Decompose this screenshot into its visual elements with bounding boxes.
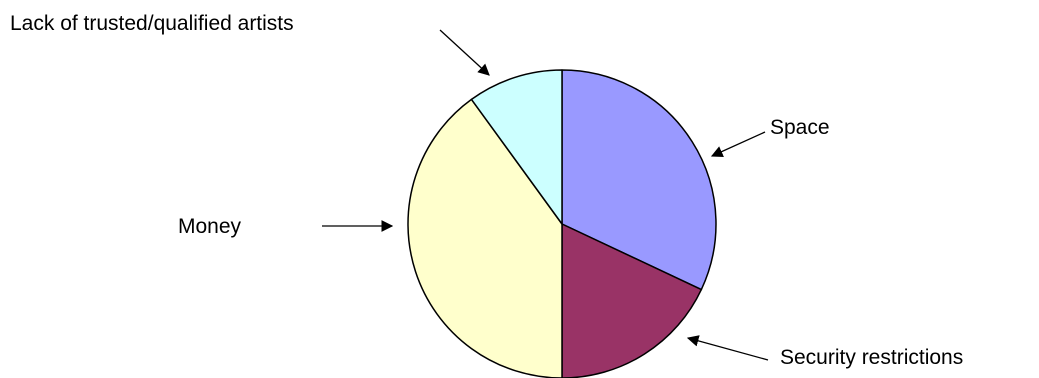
pie-slice-security-restrictions: [561, 223, 703, 378]
slice-label-space: Space: [770, 116, 830, 139]
pie-slices: [407, 69, 717, 378]
arrow-lack-of-trusted-qualified-artists: [439, 29, 490, 76]
slice-label-money: Money: [178, 215, 242, 238]
pie-slice-lack-of-trusted-qualified-artists: [470, 69, 563, 225]
slice-label-security-restrictions: Security restrictions: [780, 346, 963, 369]
slice-label-lack-of-trusted-qualified-artists: Lack of trusted/qualified artists: [10, 12, 294, 35]
pie-slice-space: [561, 69, 717, 291]
pie-slice-money: [407, 98, 563, 378]
arrow-security-restrictions: [686, 335, 769, 361]
arrow-space: [710, 131, 766, 157]
